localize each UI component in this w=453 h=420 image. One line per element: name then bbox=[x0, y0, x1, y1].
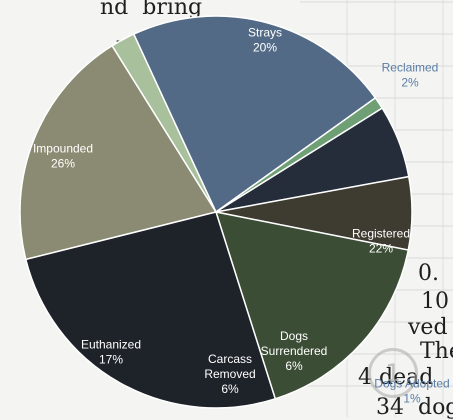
slice-label-line: 1% bbox=[403, 392, 421, 406]
slice-label-registered: Registered 22% bbox=[352, 227, 410, 256]
background-text-line: The bbox=[420, 339, 453, 364]
slice-label-impounded: Impounded 26% bbox=[33, 142, 93, 171]
slice-label-line: 17% bbox=[99, 353, 123, 367]
pie-slice-strays bbox=[19, 44, 218, 261]
slice-label-line: Dogs bbox=[280, 329, 308, 343]
slice-label-line: Euthanized bbox=[81, 338, 141, 352]
background-text-line: 34 dogs bbox=[376, 395, 453, 420]
slice-label-dogs-adopted: Dogs Adopted 1% bbox=[374, 377, 449, 406]
slice-label-dogs: Dogs Surrendered 6% bbox=[261, 329, 328, 373]
slice-label-carcass: Carcass Removed 6% bbox=[204, 352, 255, 396]
background-text-line: 10 bbox=[421, 289, 449, 314]
background-text-line: nd bring bbox=[100, 0, 203, 20]
slice-label-strays: Strays 20% bbox=[248, 26, 282, 55]
slice-label-line: Strays bbox=[248, 26, 282, 40]
slice-label-line: 26% bbox=[51, 157, 75, 171]
slice-label-line: Carcass bbox=[208, 352, 252, 366]
slice-label-line: 6% bbox=[285, 359, 303, 373]
slice-label-line: Reclaimed bbox=[382, 61, 439, 75]
background-text-line: 0. bbox=[418, 261, 439, 286]
pie-slice-euthanized bbox=[214, 211, 410, 400]
slice-label-line: 20% bbox=[253, 41, 277, 55]
slice-label-line: Surrendered bbox=[261, 344, 328, 358]
slice-label-line: 6% bbox=[221, 382, 239, 396]
slice-label-reclaimed: Reclaimed 2% bbox=[382, 61, 439, 90]
slice-label-euthanized: Euthanized 17% bbox=[81, 338, 141, 367]
slice-label-line: Dogs Adopted bbox=[374, 377, 449, 391]
slice-label-line: Registered bbox=[352, 227, 410, 241]
background-seal-watermark: 1 bbox=[368, 348, 418, 398]
pie-slice-registered bbox=[132, 15, 377, 214]
background-text-line: ved bbox=[408, 315, 448, 340]
slice-label-line: Impounded bbox=[33, 142, 93, 156]
slice-label-line: 22% bbox=[369, 242, 393, 256]
slice-label-line: Removed bbox=[204, 367, 255, 381]
pie-slice-impounded bbox=[24, 211, 277, 409]
slice-label-line: 2% bbox=[401, 76, 419, 90]
